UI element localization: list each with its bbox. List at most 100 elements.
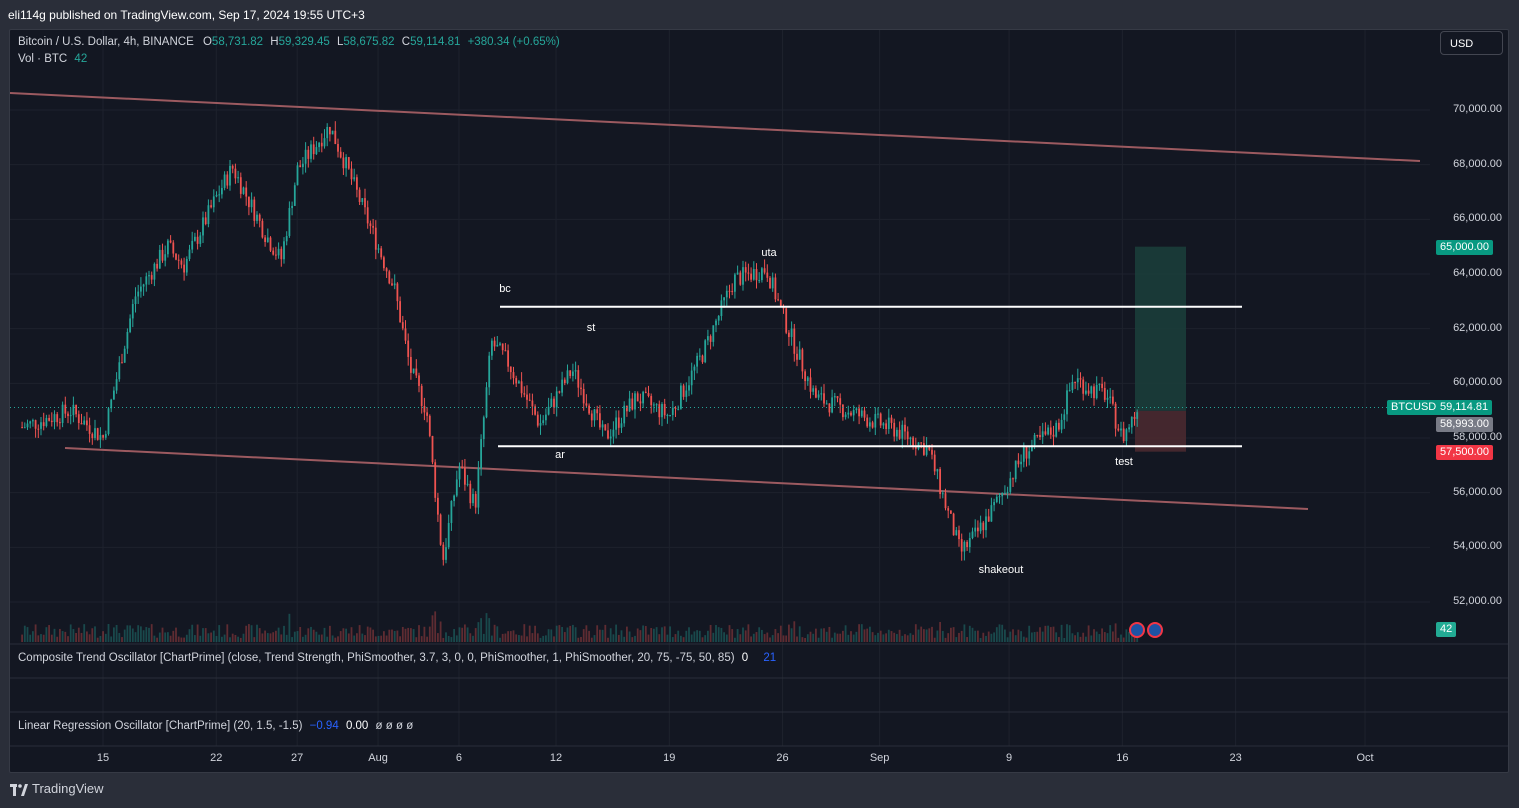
date-tick-label: Aug <box>368 752 388 764</box>
volume-bar <box>696 630 698 642</box>
candle-body <box>396 283 399 302</box>
volume-bar <box>855 631 858 642</box>
candle-body <box>377 248 380 250</box>
volume-bar <box>361 633 364 642</box>
volume-bar <box>777 633 779 642</box>
volume-bar <box>275 630 277 642</box>
volume-bar <box>223 634 226 642</box>
candle-body <box>769 277 771 289</box>
volume-bar <box>674 634 677 642</box>
price-tick-label: 56,000.00 <box>1453 485 1502 498</box>
candle-body <box>518 381 520 384</box>
volume-bar <box>620 630 623 642</box>
volume-bar <box>50 634 53 642</box>
candle-body <box>615 417 617 430</box>
candle-body <box>83 420 86 425</box>
candle-body <box>968 538 971 548</box>
stop-zone <box>1135 410 1186 452</box>
volume-bar <box>520 635 523 642</box>
candle-body <box>750 273 752 280</box>
candle-body <box>199 235 202 244</box>
candle-body <box>1049 427 1052 435</box>
volume-bar <box>493 624 496 642</box>
volume-bar <box>725 634 728 642</box>
candle-body <box>453 495 455 501</box>
candle-body <box>963 541 966 552</box>
volume-bar <box>563 632 566 642</box>
candle-body <box>191 240 194 250</box>
volume-bar <box>407 627 410 642</box>
volume-bar <box>847 634 850 642</box>
volume-bar <box>1060 624 1063 642</box>
volume-bar <box>793 621 796 642</box>
candle-body <box>1031 445 1033 452</box>
candle-body <box>450 500 453 523</box>
volume-bar <box>882 634 885 642</box>
volume-bar <box>358 625 361 642</box>
volume-bar <box>248 624 250 642</box>
tradingview-logo[interactable]: TradingView <box>10 781 104 796</box>
volume-bar <box>952 627 955 642</box>
candle-body <box>72 404 75 416</box>
candle-body <box>561 379 563 393</box>
volume-bar <box>663 626 666 642</box>
volume-bar <box>947 633 950 642</box>
candle-body <box>677 408 680 410</box>
volume-bar <box>196 624 199 642</box>
candle-body <box>88 425 91 434</box>
volume-bar <box>950 627 952 642</box>
volume-bar <box>634 635 636 642</box>
volume-bar <box>1079 636 1082 642</box>
annotation-shakeout: shakeout <box>978 564 1024 576</box>
candle-body <box>636 393 639 402</box>
us-flag-event-icon[interactable] <box>1129 622 1145 638</box>
composite-oscillator-legend: Composite Trend Oscillator [ChartPrime] … <box>18 652 776 664</box>
candle-body <box>482 417 485 440</box>
volume-bar <box>677 630 680 642</box>
volume-bar <box>1052 626 1055 642</box>
candle-body <box>442 544 445 560</box>
price-tick-label: 66,000.00 <box>1453 212 1502 225</box>
volume-bar <box>53 628 56 642</box>
candle-body <box>77 414 80 424</box>
volume-bar <box>1101 628 1103 642</box>
candle-body <box>488 355 491 388</box>
candle-body <box>1055 422 1058 437</box>
chart-canvas[interactable] <box>10 30 1508 772</box>
candle-body <box>426 412 428 416</box>
candle-body <box>572 371 574 376</box>
tradingview-icon <box>10 784 28 796</box>
candle-body <box>485 387 488 418</box>
volume-bar <box>215 636 218 642</box>
candle-body <box>1120 428 1122 431</box>
candle-body <box>574 370 577 372</box>
candle-body <box>626 405 628 412</box>
open-value: 58,731.82 <box>211 36 264 48</box>
candle-body <box>420 385 423 406</box>
candle-body <box>1036 435 1039 437</box>
candle-body <box>952 513 955 536</box>
volume-bar <box>353 635 356 642</box>
candle-body <box>936 469 939 472</box>
volume-bar <box>1004 629 1006 642</box>
volume-bar <box>933 637 936 642</box>
volume-bar <box>582 629 585 642</box>
annotation-st: st <box>586 322 596 334</box>
candle-body <box>291 205 293 209</box>
us-flag-event-icon[interactable] <box>1147 622 1163 638</box>
candle-body <box>40 422 42 429</box>
candle-body <box>974 527 977 532</box>
volume-bar <box>1122 637 1125 642</box>
candle-body <box>555 391 558 408</box>
volume-bar <box>601 629 604 642</box>
candle-body <box>185 258 188 273</box>
volume-bar <box>169 635 172 642</box>
target-price-tag: 65,000.00 <box>1436 240 1493 255</box>
candle-body <box>86 420 88 426</box>
candle-body <box>987 516 990 522</box>
currency-button[interactable]: USD <box>1440 31 1503 55</box>
volume-bar <box>693 631 696 642</box>
candle-body <box>345 157 347 169</box>
chart-frame[interactable]: Bitcoin / U.S. Dollar, 4h, BINANCE O58,7… <box>9 29 1509 773</box>
volume-bar <box>666 634 669 642</box>
